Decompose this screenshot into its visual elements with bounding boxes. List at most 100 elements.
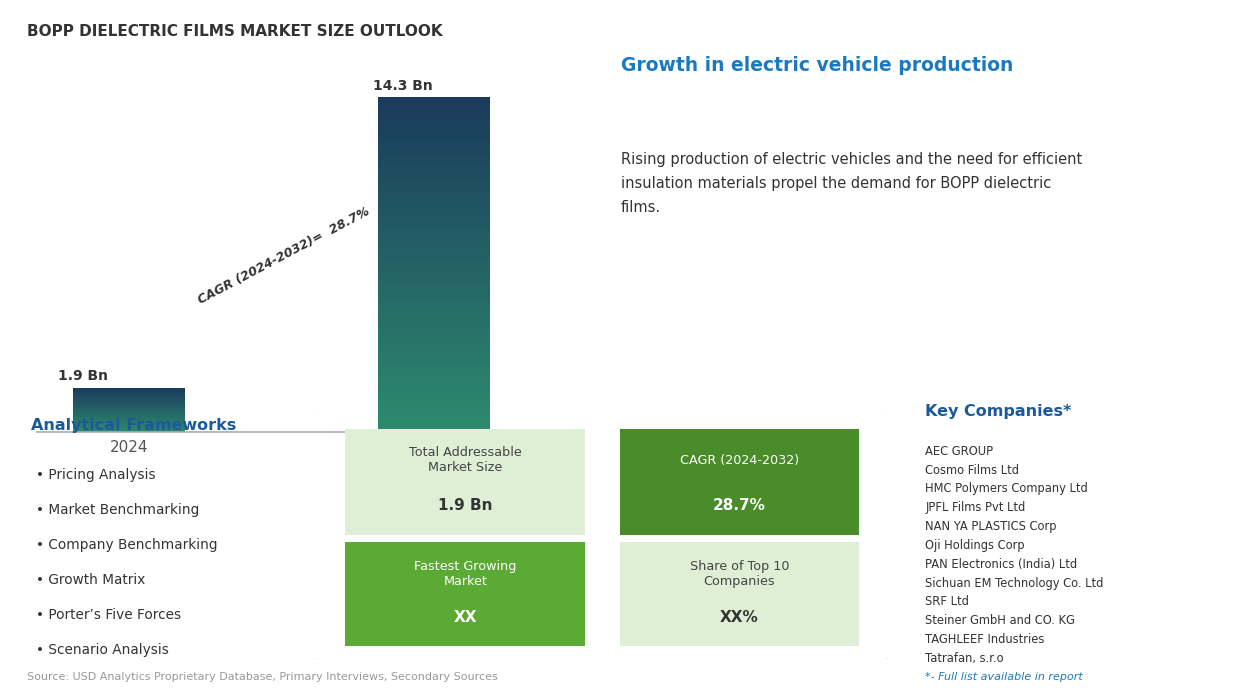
Bar [379, 315, 491, 318]
Bar [379, 372, 491, 375]
Bar [379, 100, 491, 104]
Bar [379, 158, 491, 160]
Bar [379, 238, 491, 241]
Bar [379, 284, 491, 288]
Bar [379, 258, 491, 261]
Text: Total Addressable
Market Size: Total Addressable Market Size [409, 447, 522, 475]
Bar [379, 123, 491, 127]
Text: • Growth Matrix: • Growth Matrix [36, 573, 145, 587]
Bar [379, 104, 491, 107]
Text: • Market Benchmarking: • Market Benchmarking [36, 503, 200, 517]
FancyBboxPatch shape [345, 542, 585, 646]
Text: XX%: XX% [720, 610, 759, 625]
Text: 28.7%: 28.7% [713, 498, 766, 513]
Bar [379, 305, 491, 308]
Bar [379, 160, 491, 164]
Bar [379, 271, 491, 275]
Bar [379, 348, 491, 352]
Bar [379, 247, 491, 251]
Bar [379, 388, 491, 392]
Bar [379, 408, 491, 412]
Bar [379, 245, 491, 247]
Bar [379, 321, 491, 325]
Bar [379, 181, 491, 184]
Bar [379, 264, 491, 268]
Text: SRF Ltd: SRF Ltd [925, 595, 969, 608]
Text: PAN Electronics (India) Ltd: PAN Electronics (India) Ltd [925, 558, 1077, 571]
Bar [379, 191, 491, 194]
Bar [379, 298, 491, 301]
Bar [379, 352, 491, 355]
Text: 14.3 Bn: 14.3 Bn [374, 79, 433, 93]
Bar [379, 117, 491, 121]
Text: • Company Benchmarking: • Company Benchmarking [36, 538, 217, 552]
Bar [379, 184, 491, 187]
Text: Key Companies*: Key Companies* [925, 404, 1072, 420]
Bar [379, 134, 491, 137]
Bar [379, 204, 491, 208]
Bar [379, 114, 491, 117]
Bar [379, 335, 491, 338]
Bar [379, 291, 491, 295]
Text: Growth in electric vehicle production: Growth in electric vehicle production [621, 56, 1013, 75]
Bar [379, 221, 491, 224]
Bar [379, 194, 491, 197]
Bar [379, 301, 491, 305]
Bar [379, 406, 491, 408]
Bar [379, 107, 491, 110]
Bar [379, 342, 491, 345]
FancyBboxPatch shape [620, 542, 859, 646]
Bar [379, 201, 491, 204]
Bar [379, 385, 491, 388]
Bar [379, 395, 491, 399]
Text: *- Full list available in report: *- Full list available in report [925, 672, 1083, 682]
Bar [379, 412, 491, 415]
Bar [379, 268, 491, 271]
Bar [379, 375, 491, 378]
Bar [379, 261, 491, 264]
Bar [379, 177, 491, 181]
Bar [379, 144, 491, 147]
Bar [379, 288, 491, 291]
Text: Cosmo Films Ltd: Cosmo Films Ltd [925, 464, 1020, 477]
Bar [379, 97, 491, 100]
Text: BOPP DIELECTRIC FILMS MARKET SIZE OUTLOOK: BOPP DIELECTRIC FILMS MARKET SIZE OUTLOO… [27, 24, 443, 40]
Bar [379, 425, 491, 429]
Bar [379, 332, 491, 335]
Bar [379, 141, 491, 144]
Bar [379, 402, 491, 406]
Bar [379, 171, 491, 174]
Bar [379, 328, 491, 332]
Text: Tatrafan, s.r.o: Tatrafan, s.r.o [925, 652, 1004, 665]
Bar [379, 214, 491, 217]
Text: Sichuan EM Technology Co. Ltd: Sichuan EM Technology Co. Ltd [925, 576, 1104, 590]
Bar [379, 241, 491, 245]
Bar [379, 110, 491, 114]
Text: Fastest Growing
Market: Fastest Growing Market [414, 560, 517, 588]
Text: Steiner GmbH and CO. KG: Steiner GmbH and CO. KG [925, 614, 1076, 627]
Bar [379, 325, 491, 328]
Text: Share of Top 10
Companies: Share of Top 10 Companies [689, 560, 789, 588]
Bar [379, 130, 491, 134]
Bar [379, 358, 491, 362]
Bar [379, 224, 491, 228]
Bar [379, 308, 491, 312]
Bar [379, 167, 491, 171]
Bar [379, 121, 491, 123]
Text: • Pricing Analysis: • Pricing Analysis [36, 468, 156, 482]
FancyBboxPatch shape [620, 429, 859, 535]
Bar [379, 295, 491, 298]
Bar [379, 338, 491, 342]
Text: NAN YA PLASTICS Corp: NAN YA PLASTICS Corp [925, 520, 1057, 533]
Bar [379, 147, 491, 151]
Text: • Scenario Analysis: • Scenario Analysis [36, 643, 169, 657]
Text: Rising production of electric vehicles and the need for efficient
insulation mat: Rising production of electric vehicles a… [621, 152, 1082, 215]
Bar [379, 254, 491, 258]
Text: HMC Polymers Company Ltd: HMC Polymers Company Ltd [925, 482, 1088, 496]
Bar [379, 275, 491, 278]
Text: Source: USD Analytics Proprietary Database, Primary Interviews, Secondary Source: Source: USD Analytics Proprietary Databa… [27, 672, 498, 682]
Bar [379, 429, 491, 432]
Bar [379, 127, 491, 130]
Bar [379, 208, 491, 211]
Bar [379, 369, 491, 372]
